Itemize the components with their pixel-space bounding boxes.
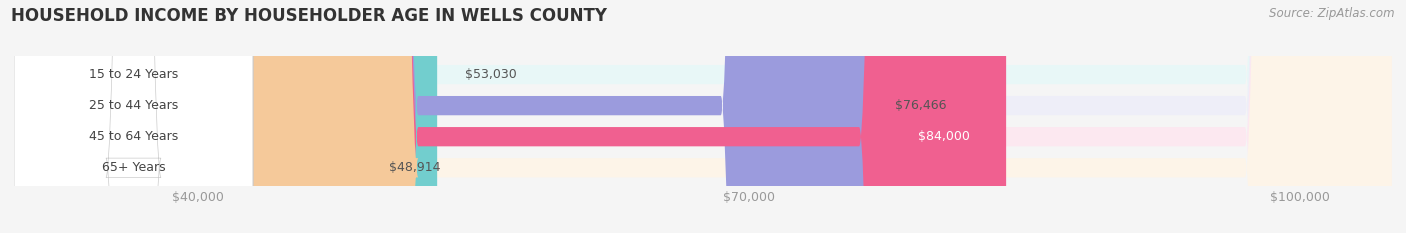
Text: Source: ZipAtlas.com: Source: ZipAtlas.com bbox=[1270, 7, 1395, 20]
Text: $76,466: $76,466 bbox=[896, 99, 946, 112]
FancyBboxPatch shape bbox=[271, 0, 1392, 233]
Text: 25 to 44 Years: 25 to 44 Years bbox=[89, 99, 179, 112]
FancyBboxPatch shape bbox=[271, 0, 868, 233]
FancyBboxPatch shape bbox=[14, 0, 253, 233]
Text: $48,914: $48,914 bbox=[389, 161, 440, 174]
FancyBboxPatch shape bbox=[14, 0, 253, 233]
Text: $84,000: $84,000 bbox=[918, 130, 969, 143]
FancyBboxPatch shape bbox=[14, 0, 253, 233]
Text: 15 to 24 Years: 15 to 24 Years bbox=[89, 68, 179, 81]
FancyBboxPatch shape bbox=[14, 0, 253, 233]
FancyBboxPatch shape bbox=[271, 0, 437, 233]
FancyBboxPatch shape bbox=[271, 0, 1392, 233]
Text: 65+ Years: 65+ Years bbox=[101, 161, 166, 174]
Text: $53,030: $53,030 bbox=[465, 68, 516, 81]
Text: HOUSEHOLD INCOME BY HOUSEHOLDER AGE IN WELLS COUNTY: HOUSEHOLD INCOME BY HOUSEHOLDER AGE IN W… bbox=[11, 7, 607, 25]
FancyBboxPatch shape bbox=[215, 0, 418, 233]
FancyBboxPatch shape bbox=[271, 0, 1007, 233]
FancyBboxPatch shape bbox=[271, 0, 1392, 233]
FancyBboxPatch shape bbox=[271, 0, 1392, 233]
Text: 45 to 64 Years: 45 to 64 Years bbox=[89, 130, 179, 143]
